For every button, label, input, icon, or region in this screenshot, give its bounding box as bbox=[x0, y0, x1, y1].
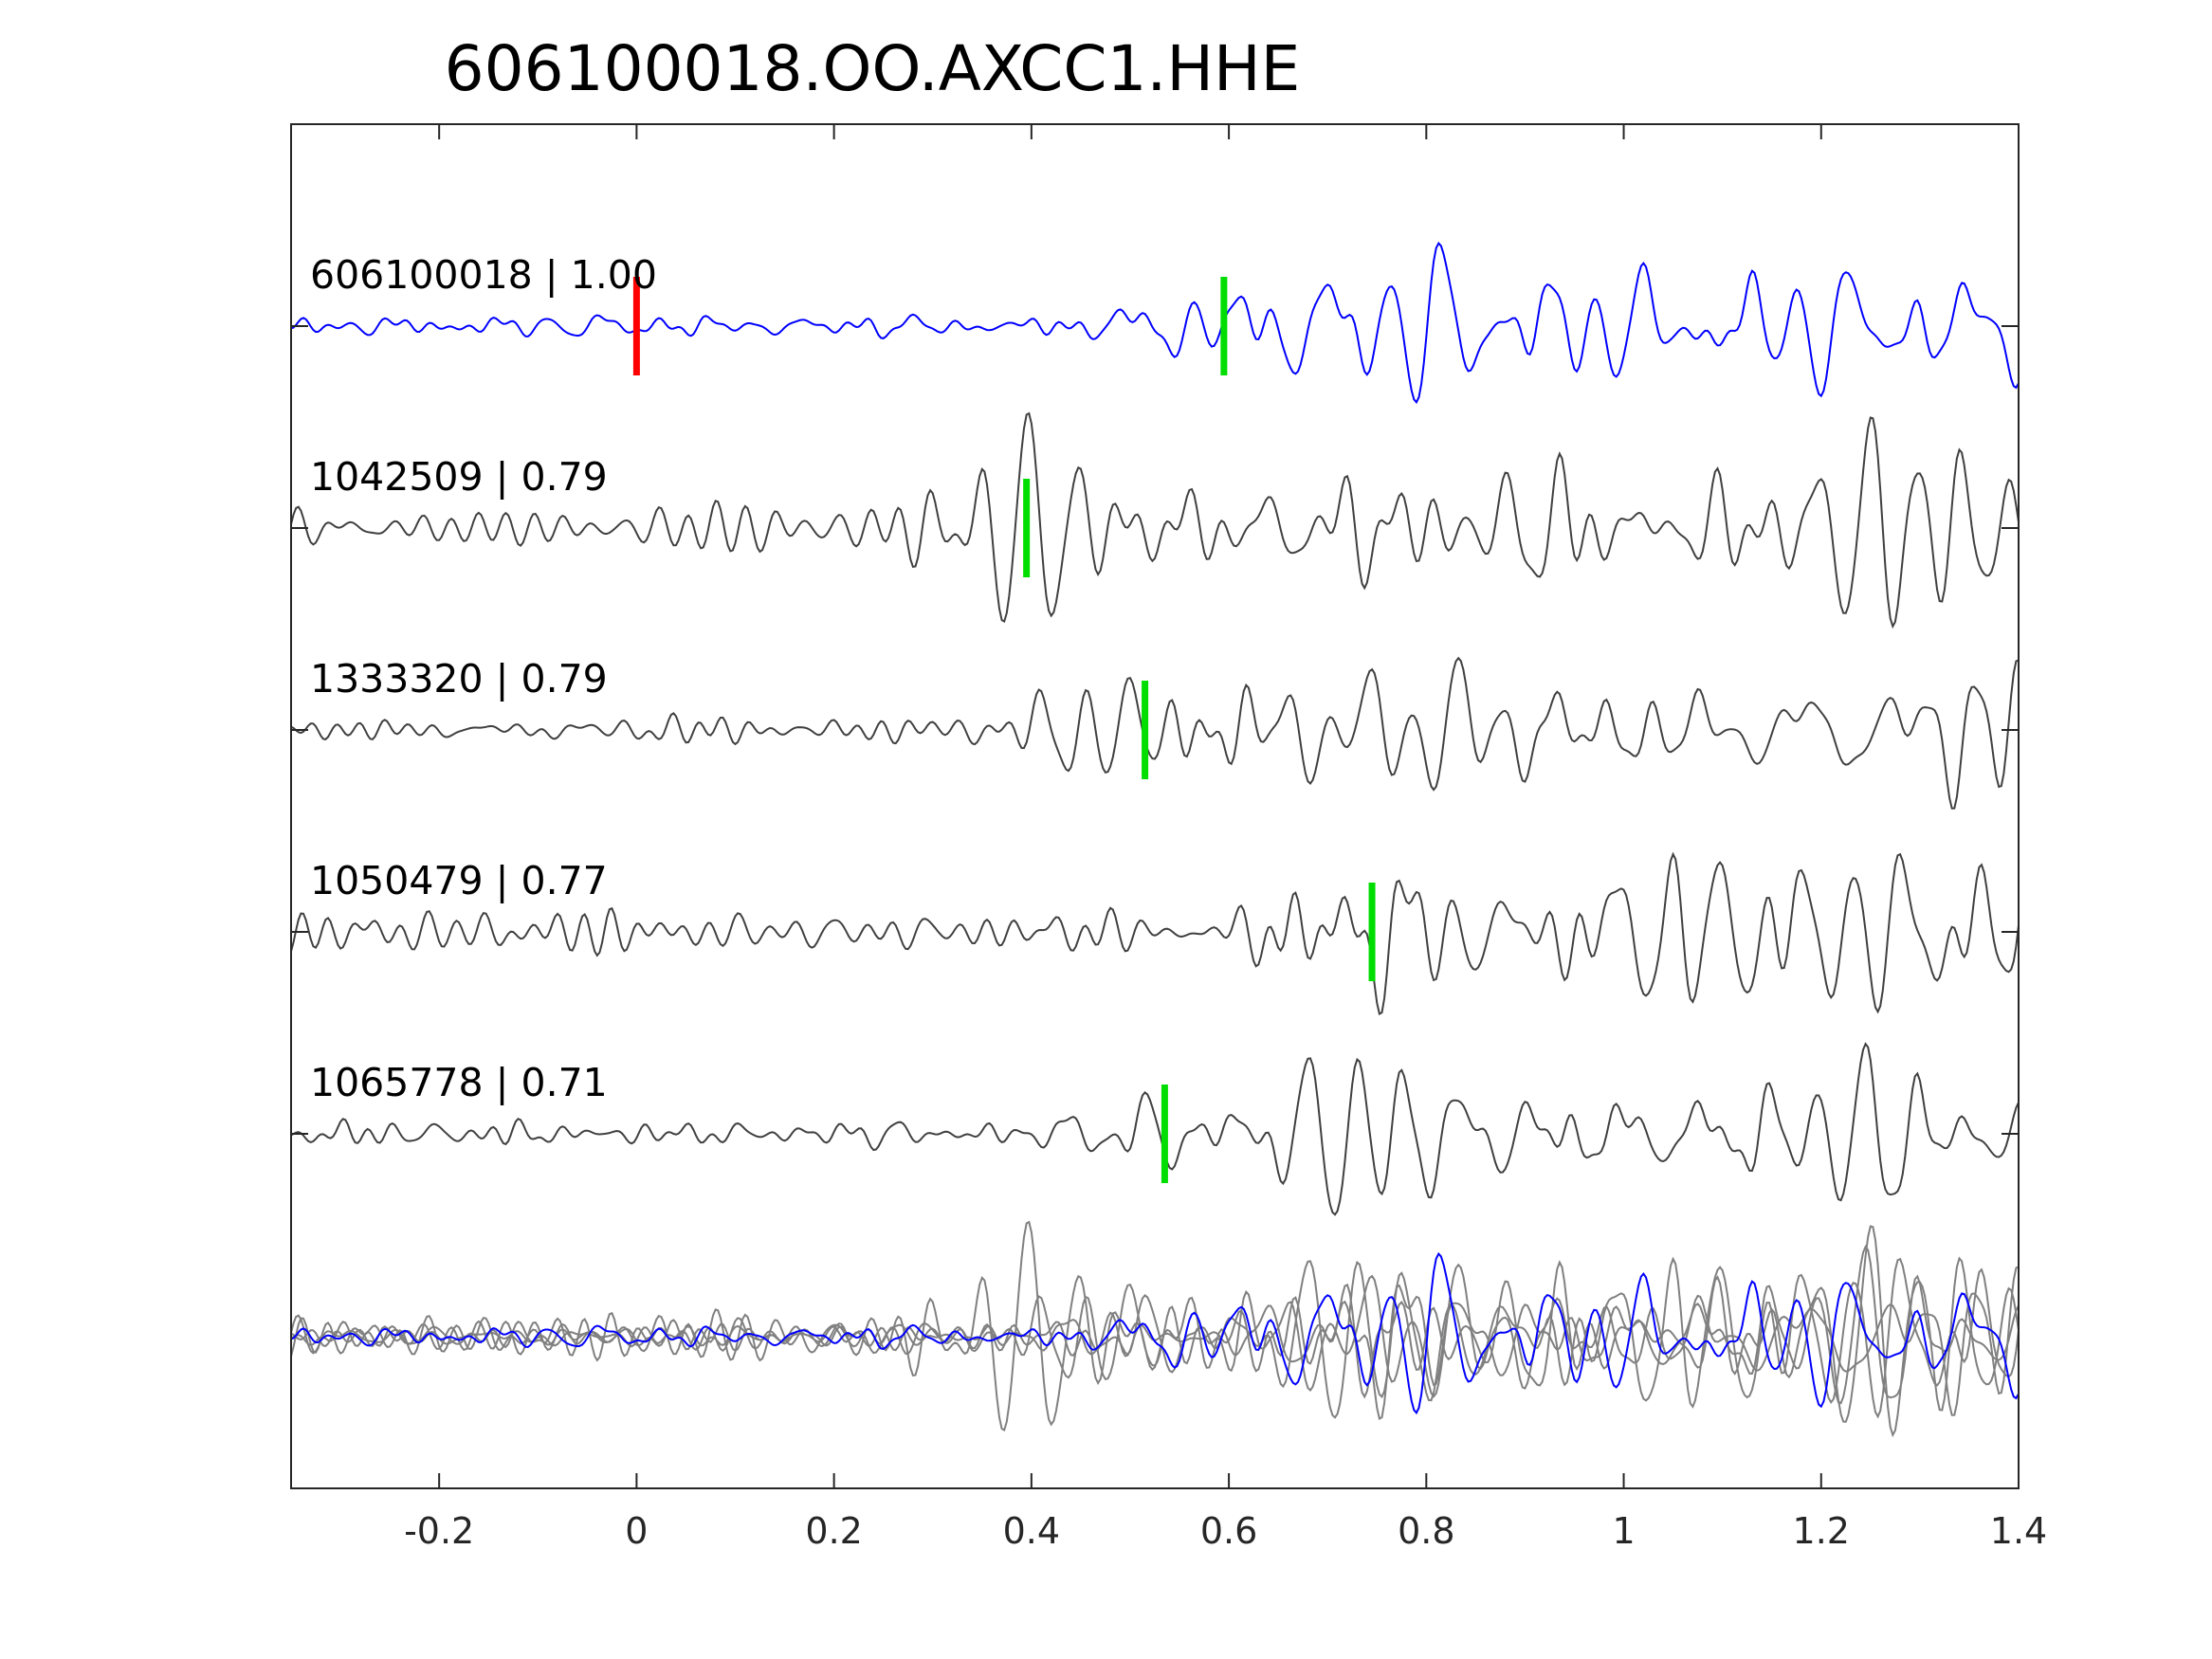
trace-label: 1333320 | 0.79 bbox=[310, 656, 608, 702]
overlay-trace-line bbox=[290, 1245, 2020, 1419]
x-tick-label: 1.4 bbox=[1990, 1510, 2047, 1552]
x-tick-label: 1.2 bbox=[1793, 1510, 1850, 1552]
trace-label: 1065778 | 0.71 bbox=[310, 1060, 608, 1105]
trace-line bbox=[290, 656, 2020, 810]
trace-line bbox=[290, 411, 2020, 629]
pick-markers bbox=[632, 277, 1376, 1183]
overlay-reference-line bbox=[290, 1251, 2020, 1415]
trace-stack bbox=[290, 241, 2020, 1216]
trace-line bbox=[290, 241, 2020, 405]
x-axis: -0.2 0 0.2 0.4 0.6 0.8 1 1.2 1.4 bbox=[404, 124, 2047, 1552]
trace-label: 606100018 | 1.00 bbox=[310, 252, 657, 298]
x-tick-label: 0.2 bbox=[805, 1510, 862, 1552]
trace-labels: 606100018 | 1.00 1042509 | 0.79 1333320 | … bbox=[310, 252, 657, 1105]
x-tick-label: -0.2 bbox=[404, 1510, 474, 1552]
x-tick-label: 0 bbox=[625, 1510, 648, 1552]
x-tick-label: 0.6 bbox=[1200, 1510, 1257, 1552]
overlay-trace-line bbox=[290, 1256, 2020, 1421]
chart-title: 606100018.OO.AXCC1.HHE bbox=[445, 32, 1301, 105]
x-tick-label: 0.4 bbox=[1003, 1510, 1060, 1552]
trace-label: 1050479 | 0.77 bbox=[310, 858, 608, 903]
trace-label: 1042509 | 0.79 bbox=[310, 454, 608, 500]
x-tick-label: 1 bbox=[1612, 1510, 1635, 1552]
overlay-trace-line bbox=[290, 1220, 2020, 1438]
overlay-traces bbox=[290, 1220, 2020, 1438]
trace-line bbox=[290, 1042, 2020, 1216]
x-tick-label: 0.8 bbox=[1398, 1510, 1454, 1552]
trace-line bbox=[290, 851, 2020, 1016]
axes-frame bbox=[290, 123, 2020, 1489]
